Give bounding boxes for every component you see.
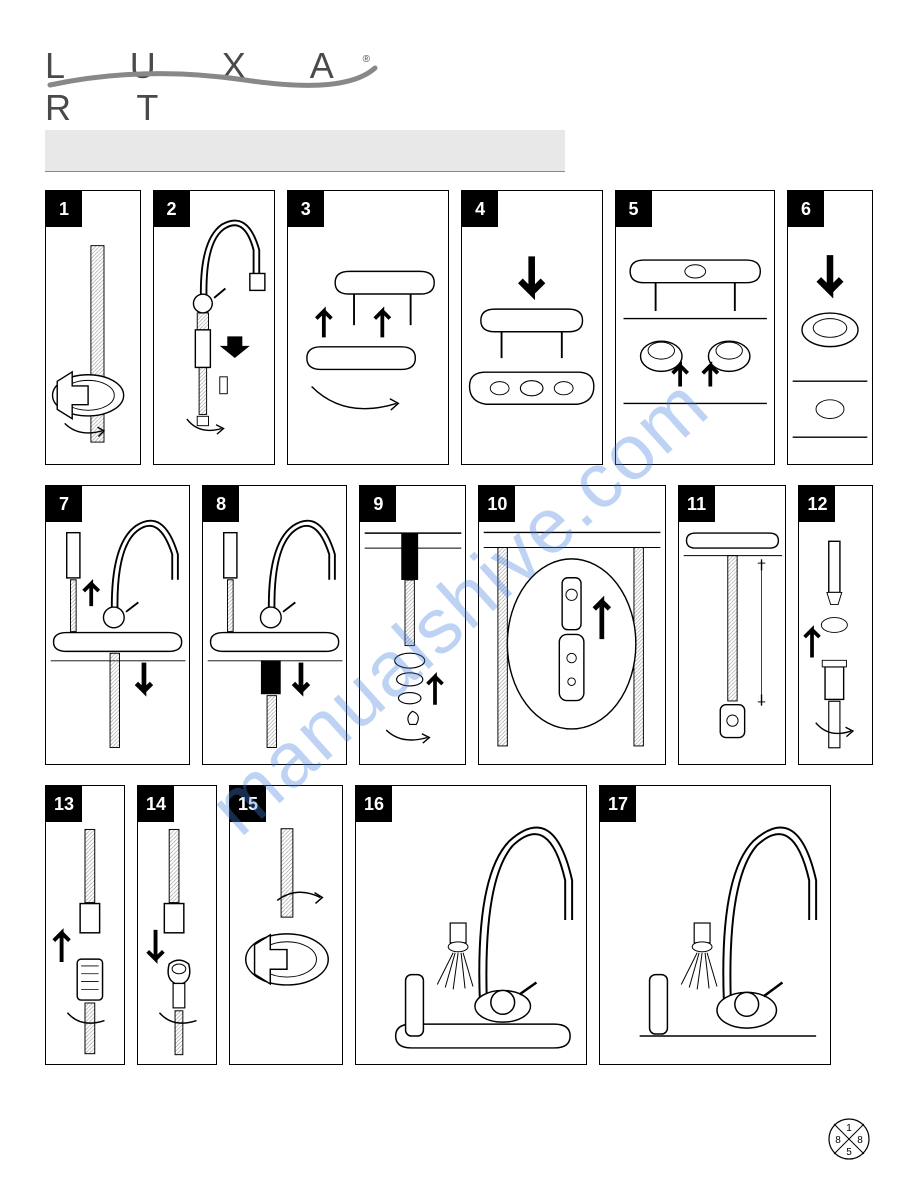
panel-num: 8 [203, 486, 239, 522]
panel-2: 2 [153, 190, 275, 465]
panel-15: 15 [229, 785, 343, 1065]
panel-num: 12 [799, 486, 835, 522]
panel-num: 6 [788, 191, 824, 227]
panel-7: 7 [45, 485, 190, 765]
panel-num: 14 [138, 786, 174, 822]
row-3: 13 14 [45, 785, 873, 1065]
panel-num: 5 [616, 191, 652, 227]
footer-badge: 1 8 8 5 [828, 1118, 870, 1160]
row-2: 7 8 [45, 485, 873, 765]
footer-n3: 8 [857, 1135, 863, 1146]
panel-num: 11 [679, 486, 715, 522]
panel-num: 4 [462, 191, 498, 227]
footer-n2: 8 [835, 1135, 841, 1146]
panel-num: 16 [356, 786, 392, 822]
panel-num: 10 [479, 486, 515, 522]
panel-num: 2 [154, 191, 190, 227]
panel-1: 1 [45, 190, 141, 465]
panel-num: 1 [46, 191, 82, 227]
row-1: 1 2 [45, 190, 873, 465]
panel-4: 4 [461, 190, 602, 465]
panel-num: 7 [46, 486, 82, 522]
footer-n4: 5 [846, 1147, 852, 1158]
panel-num: 9 [360, 486, 396, 522]
brand-reg: ® [363, 54, 370, 65]
panel-14: 14 [137, 785, 217, 1065]
instruction-grid: 1 2 [45, 190, 873, 1065]
panel-num: 17 [600, 786, 636, 822]
brand-swoosh [45, 60, 385, 100]
panel-num: 15 [230, 786, 266, 822]
panel-12: 12 [798, 485, 873, 765]
panel-num: 13 [46, 786, 82, 822]
panel-num: 3 [288, 191, 324, 227]
title-bar [45, 130, 565, 172]
panel-3: 3 [287, 190, 449, 465]
panel-11: 11 [678, 485, 787, 765]
panel-6: 6 [787, 190, 873, 465]
panel-8: 8 [202, 485, 347, 765]
panel-5: 5 [615, 190, 775, 465]
panel-13: 13 [45, 785, 125, 1065]
footer-n1: 1 [846, 1123, 852, 1134]
panel-17: 17 [599, 785, 831, 1065]
brand-logo: L U X A R T ® [45, 40, 385, 110]
panel-9: 9 [359, 485, 466, 765]
panel-16: 16 [355, 785, 587, 1065]
panel-10: 10 [478, 485, 665, 765]
